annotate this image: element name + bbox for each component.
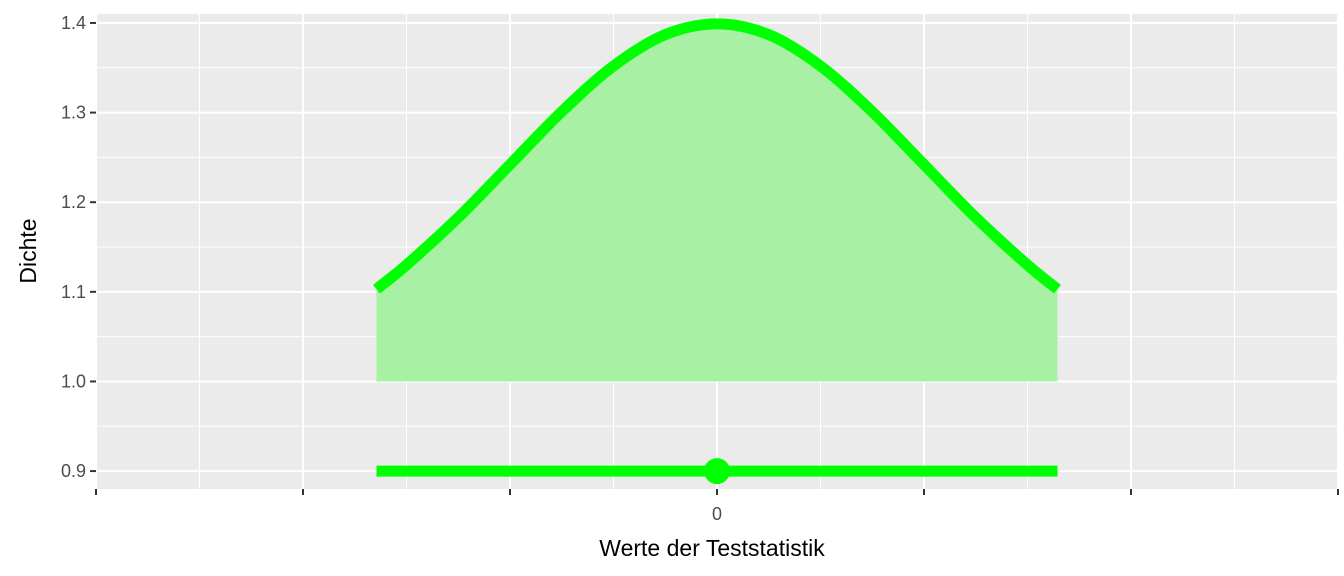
y-tick-label: 1.1 — [61, 282, 86, 302]
y-axis-title: Dichte — [15, 218, 41, 283]
y-tick-label: 1.4 — [61, 13, 86, 33]
y-axis: 0.9 1.0 1.1 1.2 1.3 1.4 — [61, 13, 96, 481]
x-axis-title: Werte der Teststatistik — [599, 535, 825, 561]
density-curve-line — [373, 18, 1061, 294]
y-tick-label: 1.3 — [61, 103, 86, 123]
y-tick-label: 1.0 — [61, 371, 86, 391]
x-axis: 0 — [95, 489, 1339, 524]
y-tick-label: 0.9 — [61, 461, 86, 481]
density-area — [376, 23, 1058, 382]
y-tick-label: 1.2 — [61, 192, 86, 212]
point-estimate-marker — [704, 458, 730, 485]
x-tick-label: 0 — [712, 504, 722, 524]
